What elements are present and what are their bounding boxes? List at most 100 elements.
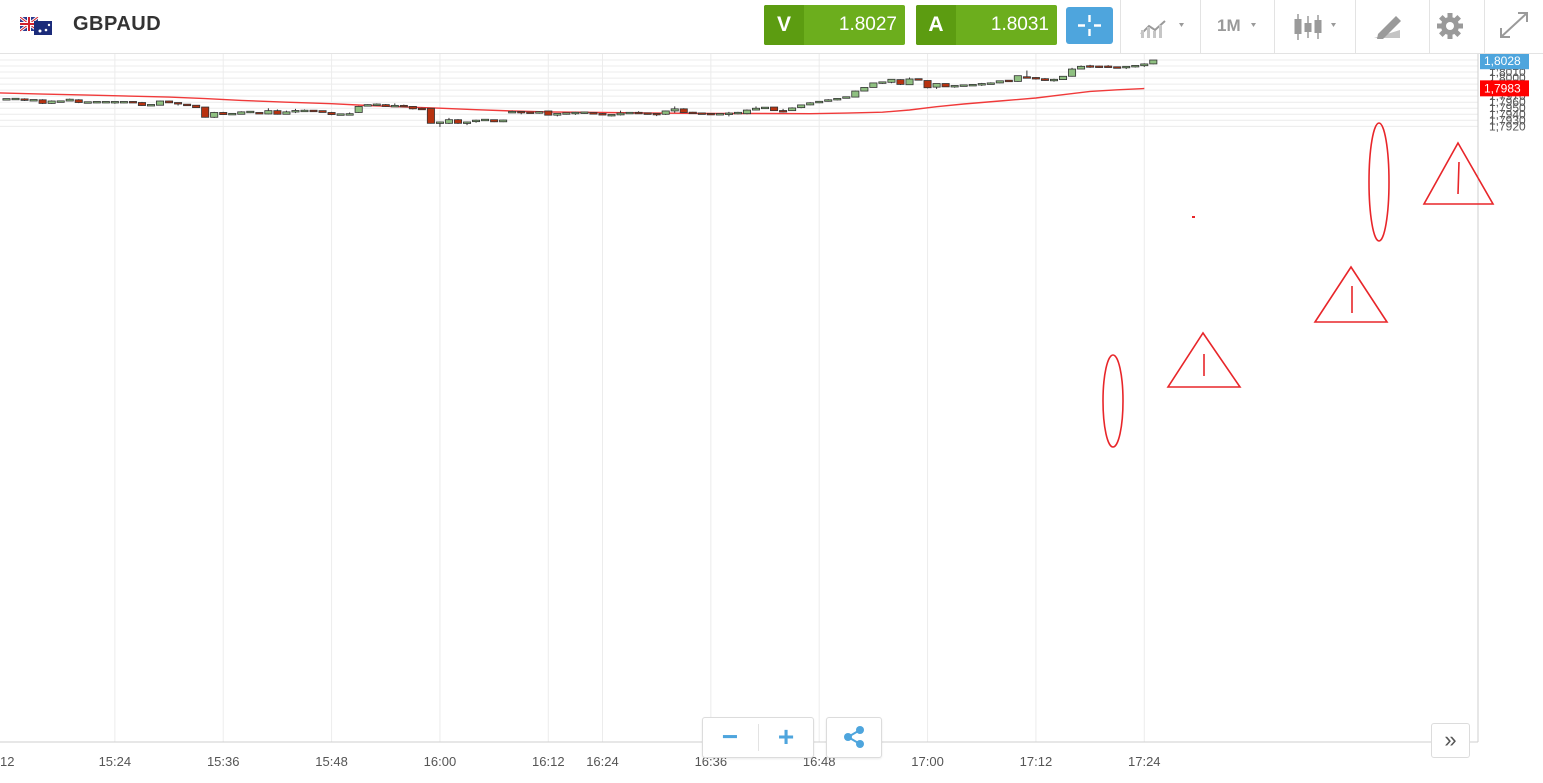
indicators-button[interactable]: [1120, 0, 1201, 53]
fullscreen-button[interactable]: [1484, 0, 1543, 53]
candle: [29, 99, 38, 102]
candle: [11, 97, 20, 101]
candle-body: [490, 119, 499, 123]
x-tick-label: 17:12: [1020, 754, 1053, 769]
candle-body: [201, 106, 210, 118]
candle-body: [824, 99, 833, 102]
chart-type-button[interactable]: [1274, 0, 1356, 53]
candle: [463, 121, 472, 126]
candle-body: [526, 111, 535, 114]
gb-au-flag-icon: [20, 17, 52, 35]
candle: [219, 111, 228, 115]
candle: [300, 109, 309, 113]
candle: [291, 108, 300, 114]
candle-body: [29, 99, 38, 102]
candle: [571, 111, 580, 115]
warning-triangle-icon: [1313, 265, 1389, 323]
candle: [426, 107, 435, 124]
candle: [959, 84, 968, 87]
candle-body: [345, 113, 354, 116]
price-chart[interactable]: 1,79201,79301,79401,79501,79601,79701,79…: [0, 54, 1543, 783]
candle-body: [715, 113, 724, 116]
candle-body: [977, 83, 986, 86]
candle-body: [2, 98, 11, 101]
crosshair-icon: [1078, 15, 1101, 36]
candle-body: [697, 112, 706, 115]
candle: [517, 111, 526, 115]
timeframe-selector[interactable]: 1M: [1200, 0, 1275, 53]
crosshair-button[interactable]: [1066, 7, 1113, 44]
candle-body: [761, 106, 770, 110]
candle-body: [372, 103, 381, 106]
candle: [38, 99, 47, 105]
candle-body: [923, 80, 932, 89]
sell-label: V: [764, 5, 804, 45]
candle-body: [770, 106, 779, 112]
scroll-to-latest-button[interactable]: »: [1431, 723, 1470, 758]
candle: [896, 79, 905, 86]
candle: [156, 100, 165, 106]
candle: [273, 109, 282, 115]
candle: [715, 113, 724, 116]
candle: [255, 112, 264, 115]
candle: [797, 104, 806, 109]
price-label: 1,8028: [1484, 54, 1521, 68]
candle-body: [544, 110, 553, 116]
candle: [417, 107, 426, 111]
candle-body: [183, 103, 192, 107]
candle: [851, 90, 860, 98]
candle: [1059, 75, 1068, 80]
candle-body: [92, 101, 101, 104]
candle: [381, 104, 390, 107]
candle-body: [742, 109, 751, 115]
candle: [580, 111, 589, 114]
candle-body: [110, 101, 119, 104]
drawing-tools-button[interactable]: [1355, 0, 1430, 53]
chart-toolbar: GBPAUD V 1.8027 A 1.8031 1M: [0, 0, 1543, 54]
y-tick-label: 1,7930: [1489, 113, 1526, 127]
candle-body: [797, 104, 806, 109]
candle: [372, 103, 381, 106]
candle: [264, 108, 273, 115]
share-button[interactable]: [826, 717, 882, 758]
candle-body: [661, 110, 670, 115]
zoom-in-button[interactable]: +: [777, 721, 795, 752]
candle: [598, 113, 607, 116]
candle: [1013, 75, 1022, 82]
candle-body: [165, 100, 174, 104]
candle-body: [1049, 78, 1058, 82]
candle-body: [851, 90, 860, 98]
candle-body: [246, 110, 255, 114]
warning-triangle-icon: [1422, 141, 1495, 205]
candle-body: [74, 99, 83, 103]
candle-body: [192, 104, 201, 109]
sell-price-button[interactable]: V 1.8027: [764, 5, 905, 45]
buy-price-button[interactable]: A 1.8031: [916, 5, 1057, 45]
candle-body: [788, 107, 797, 112]
candle-body: [318, 110, 327, 113]
candle: [607, 114, 616, 117]
candle-body: [959, 84, 968, 87]
chart-canvas[interactable]: 1,79201,79301,79401,79501,79601,79701,79…: [0, 54, 1543, 783]
candle: [56, 100, 65, 103]
candle: [246, 110, 255, 114]
candle: [435, 121, 444, 127]
candle-body: [390, 104, 399, 108]
candle: [128, 101, 137, 104]
timeframe-label: 1M: [1217, 16, 1241, 35]
y-tick-label: 1,7950: [1489, 101, 1526, 115]
candle-body: [309, 109, 318, 113]
candle-body: [598, 113, 607, 116]
zoom-out-button[interactable]: −: [721, 721, 739, 752]
candle-body: [11, 97, 20, 101]
x-tick-label: 15:24: [99, 754, 132, 769]
candle-body: [860, 87, 869, 92]
settings-button[interactable]: [1429, 0, 1485, 53]
candle: [706, 112, 715, 116]
candle-body: [1122, 65, 1131, 69]
candle-body: [444, 119, 453, 124]
candle-body: [264, 110, 273, 115]
candle: [237, 111, 246, 115]
candle: [390, 103, 399, 108]
candle: [1140, 63, 1149, 67]
